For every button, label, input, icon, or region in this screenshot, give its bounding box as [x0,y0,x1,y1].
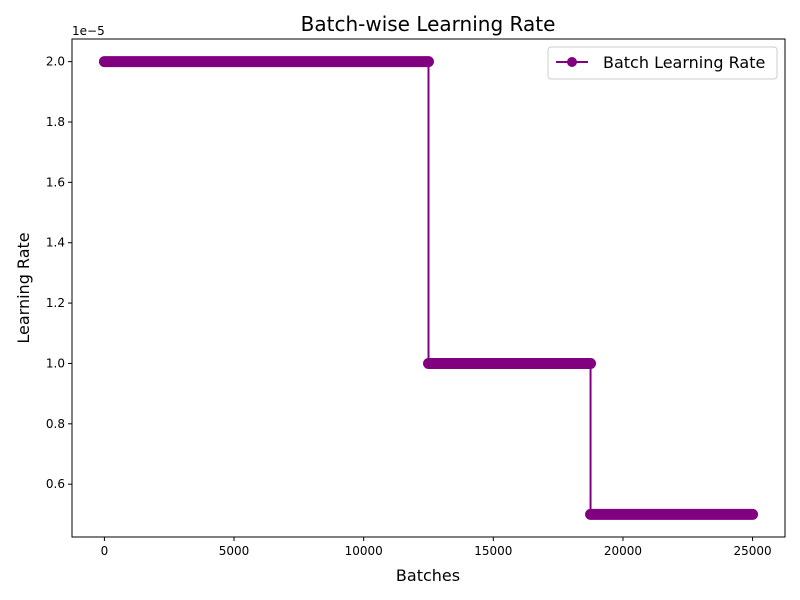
plot-frame [71,38,786,538]
legend-marker [567,57,577,67]
legend: Batch Learning Rate [547,46,778,80]
x-tick-label: 0 [101,544,109,558]
y-tick-label: 2.0 [46,55,65,69]
x-axis-title: Batches [396,566,460,585]
legend-box [547,46,778,80]
x-tick-label: 10000 [345,544,383,558]
y-tick-label: 1.8 [46,115,65,129]
x-tick-label: 15000 [474,544,512,558]
y-axis: 0.6 0.8 1.0 1.2 1.4 1.6 1.8 2.0 [46,55,72,491]
y-offset-label: 1e−5 [72,24,105,38]
x-tick-label: 5000 [219,544,250,558]
x-axis: 0 5000 10000 15000 20000 25000 [101,537,772,558]
y-axis-title: Learning Rate [14,232,33,343]
y-tick-label: 1.0 [46,356,65,370]
y-tick-label: 0.6 [46,477,65,491]
x-tick-label: 20000 [604,544,642,558]
y-tick-label: 1.6 [46,175,65,189]
y-tick-label: 0.8 [46,417,65,431]
y-tick-label: 1.4 [46,236,65,250]
y-tick-label: 1.2 [46,296,65,310]
legend-label: Batch Learning Rate [603,53,765,72]
x-tick-label: 25000 [733,544,771,558]
series-layer [98,56,759,520]
chart-title: Batch-wise Learning Rate [301,12,556,36]
